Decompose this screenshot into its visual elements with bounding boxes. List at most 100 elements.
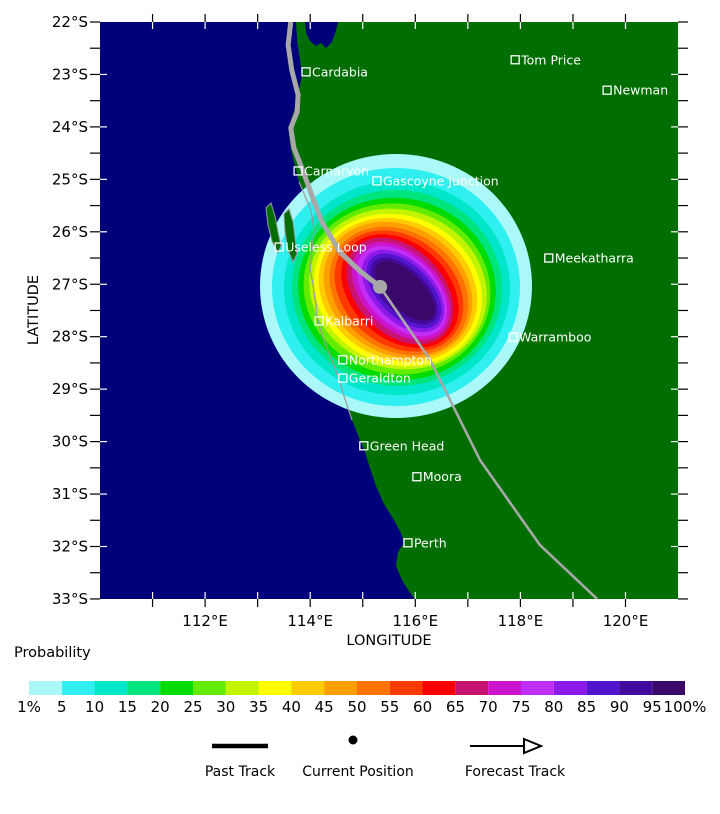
x-axis-title: LONGITUDE xyxy=(346,633,431,649)
city-warramboo: Warramboo xyxy=(508,330,591,345)
city-label: Moora xyxy=(423,469,462,484)
city-label: Tom Price xyxy=(520,52,581,67)
colorbar-segment-45 xyxy=(324,681,357,695)
current-position-marker xyxy=(373,279,388,294)
lon-tick-label: 112°E xyxy=(182,612,228,630)
colorbar-segment-40 xyxy=(291,681,325,695)
city-square-icon xyxy=(274,242,284,252)
city-label: Carnarvon xyxy=(304,163,369,178)
city-label: Geraldton xyxy=(349,371,411,386)
colorbar-label: 80 xyxy=(544,698,563,716)
city-square-icon xyxy=(338,355,348,365)
lat-tick-label: 22°S xyxy=(52,13,88,31)
lat-tick-label: 32°S xyxy=(52,538,88,556)
probability-contours-layer xyxy=(260,154,532,418)
colorbar-segment-65 xyxy=(455,681,489,695)
city-square-icon xyxy=(510,55,520,65)
city-northampton: Northampton xyxy=(338,352,432,367)
city-square-icon xyxy=(359,441,369,451)
colorbar-segment-30 xyxy=(225,681,259,695)
city-square-icon xyxy=(508,332,518,342)
coastline-line xyxy=(298,181,353,421)
city-square-icon xyxy=(412,472,422,482)
city-tom-price: Tom Price xyxy=(510,52,581,67)
city-kalbarri: Kalbarri xyxy=(314,313,373,328)
forecast-track-line xyxy=(379,286,599,599)
city-newman: Newman xyxy=(602,83,668,98)
colorbar-label: 45 xyxy=(315,698,334,716)
colorbar-label: 50 xyxy=(347,698,366,716)
city-gascoyne-junction: Gascoyne Junction xyxy=(372,173,499,188)
colorbar-segment-20 xyxy=(160,681,193,695)
lat-tick-label: 31°S xyxy=(52,485,88,503)
city-square-icon xyxy=(338,373,348,383)
city-label: Useless Loop xyxy=(285,240,367,255)
city-label: Kalbarri xyxy=(325,313,373,328)
lat-tick-label: 27°S xyxy=(52,275,88,293)
city-square-icon xyxy=(602,85,612,95)
colorbar-label: 25 xyxy=(183,698,202,716)
city-useless-loop: Useless Loop xyxy=(274,240,367,255)
colorbar-label: 30 xyxy=(216,698,235,716)
axis-tick-labels-layer: 22°S 23°S 24°S 25°S 26°S 27°S 28°S 29°S 30°S 31°S… xyxy=(52,13,648,630)
lat-tick-label: 23°S xyxy=(52,65,88,83)
colorbar-segment-60 xyxy=(422,681,456,695)
colorbar-segment-80 xyxy=(553,681,587,695)
colorbar-label: 95 xyxy=(643,698,662,716)
coastline-overlay-layer xyxy=(265,181,353,421)
city-perth: Perth xyxy=(403,535,447,550)
colorbar-label: 20 xyxy=(151,698,170,716)
past-track-line xyxy=(285,22,382,289)
city-square-icon xyxy=(403,538,413,548)
y-axis-title: LATITUDE xyxy=(26,275,42,345)
lat-tick-label: 24°S xyxy=(52,118,88,136)
colorbar-label: 70 xyxy=(479,698,498,716)
colorbar-segment-55 xyxy=(389,681,423,695)
city-cardabia: Cardabia xyxy=(301,64,368,79)
colorbar-segment-85 xyxy=(586,681,620,695)
city-label: Northampton xyxy=(349,352,432,367)
city-square-icon xyxy=(544,253,554,263)
track-layer xyxy=(285,22,599,599)
city-label: Meekatharra xyxy=(555,251,634,266)
lat-tick-label: 30°S xyxy=(52,433,88,451)
lon-tick-label: 114°E xyxy=(287,612,333,630)
colorbar-label: 1% xyxy=(17,698,41,716)
axis-ticks-layer xyxy=(90,14,688,607)
city-label: Newman xyxy=(613,83,668,98)
colorbar-label: 55 xyxy=(380,698,399,716)
colorbar-title: Probability xyxy=(14,645,91,661)
city-label: Green Head xyxy=(370,438,445,453)
colorbar-label: 75 xyxy=(511,698,530,716)
city-label: Cardabia xyxy=(312,64,368,79)
legend-symbols-layer xyxy=(212,735,544,755)
city-label: Warramboo xyxy=(519,330,591,345)
city-geraldton: Geraldton xyxy=(338,371,411,386)
city-green-head: Green Head xyxy=(359,438,445,453)
shark-bay-island-1 xyxy=(265,202,282,255)
lat-tick-label: 28°S xyxy=(52,328,88,346)
lat-tick-label: 29°S xyxy=(52,380,88,398)
city-moora: Moora xyxy=(412,469,462,484)
colorbar-label: 60 xyxy=(413,698,432,716)
colorbar-label: 35 xyxy=(249,698,268,716)
lon-tick-label: 118°E xyxy=(498,612,544,630)
probability-ring-95 xyxy=(375,261,435,321)
colorbar-label: 100% xyxy=(664,698,707,716)
colorbar-label: 10 xyxy=(85,698,104,716)
city-square-icon xyxy=(314,316,324,326)
lat-tick-label: 26°S xyxy=(52,223,88,241)
city-label: Gascoyne Junction xyxy=(383,173,499,188)
city-carnarvon: Carnarvon xyxy=(293,163,369,178)
legend-past-track-label: Past Track xyxy=(205,764,276,780)
exmouth-gulf xyxy=(305,22,338,48)
colorbar-segment-70 xyxy=(488,681,521,695)
colorbar-segment-90 xyxy=(619,681,653,695)
lon-tick-label: 116°E xyxy=(392,612,438,630)
lon-tick-label: 120°E xyxy=(603,612,649,630)
city-label: Perth xyxy=(414,535,447,550)
colorbar-segment-50 xyxy=(357,681,390,695)
legend-current-position-label: Current Position xyxy=(302,764,414,780)
